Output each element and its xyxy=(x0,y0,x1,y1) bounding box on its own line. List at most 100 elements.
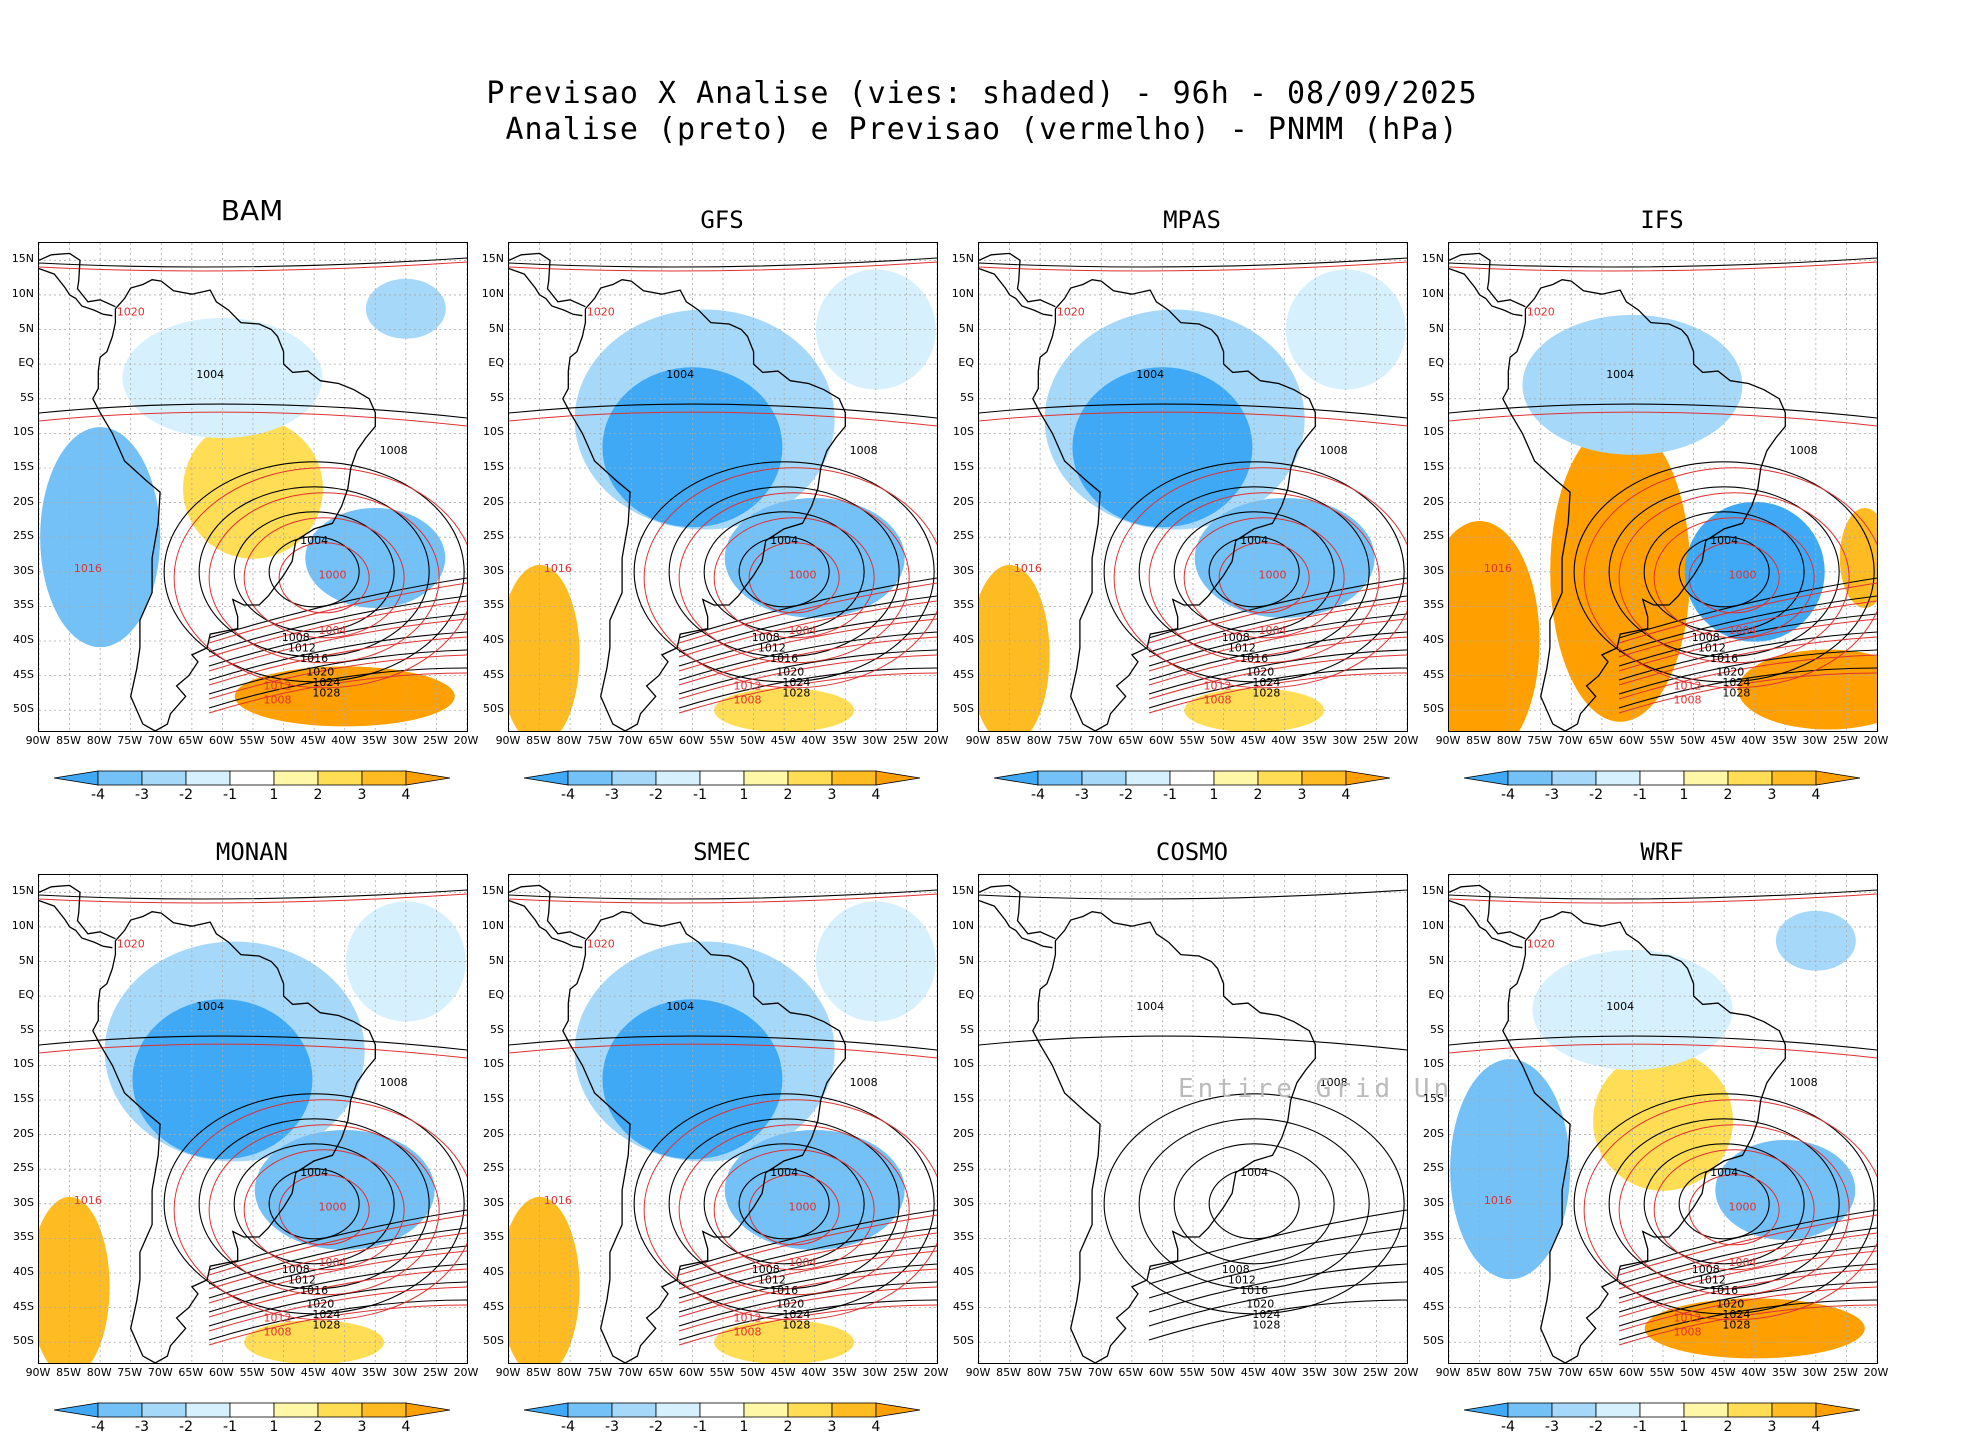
latitude-label: 40S xyxy=(13,1265,34,1278)
analysis-contour-label: 1004 xyxy=(770,1166,798,1179)
colorbar-label: 3 xyxy=(827,787,837,803)
longitude-label: 65W xyxy=(178,1366,204,1379)
analysis-contour-label: 1004 xyxy=(666,368,694,381)
forecast-isobar xyxy=(208,1286,467,1332)
longitude-label: 75W xyxy=(1527,734,1553,747)
latitude-label: 15N xyxy=(951,252,974,266)
forecast-isobar xyxy=(39,261,467,272)
panel-title: BAM xyxy=(220,194,284,227)
forecast-contour-label: 1000 xyxy=(1728,569,1756,582)
analysis-isobar xyxy=(678,667,937,709)
forecast-contour-label: 1020 xyxy=(1057,306,1085,319)
longitude-label: 70W xyxy=(1087,734,1113,747)
central-america-coastline xyxy=(979,267,1053,317)
longitude-label: 35W xyxy=(1301,1366,1327,1379)
latitude-label: 10S xyxy=(953,1057,974,1071)
colorbar-segment xyxy=(1683,1402,1729,1418)
latitude-label: 25S xyxy=(483,529,504,543)
forecast-isobar xyxy=(208,1214,467,1276)
colorbar-label: -3 xyxy=(1545,1419,1559,1435)
latitude-label: 5N xyxy=(958,321,974,335)
central-america-coastline xyxy=(39,884,116,940)
analysis-isobar xyxy=(1449,889,1877,900)
colorbar-segment xyxy=(141,1402,187,1418)
longitude-label: 90W xyxy=(25,734,51,747)
analysis-contour-label: 1008 xyxy=(850,1076,878,1089)
longitude-label: 25W xyxy=(892,734,918,747)
forecast-contour-label: 1016 xyxy=(74,1194,102,1207)
forecast-isobar xyxy=(39,411,467,427)
colorbar-segment xyxy=(831,770,877,786)
longitude-label: 60W xyxy=(1148,734,1174,747)
longitude-label: 90W xyxy=(1435,734,1461,747)
forecast-isobar xyxy=(1148,672,1407,714)
forecast-contour-label: 1004 xyxy=(318,1256,346,1269)
latitude-label: 45S xyxy=(1423,1299,1444,1313)
latitude-label: EQ xyxy=(488,988,504,1002)
analysis-contour-label: 1016 xyxy=(300,652,328,665)
forecast-contour-label: 1012 xyxy=(733,1311,761,1324)
colorbar-segment xyxy=(994,770,1039,786)
colorbar-segment xyxy=(655,770,701,786)
forecast-contour-label: 1012 xyxy=(1673,1311,1701,1324)
analysis-isobar xyxy=(1608,486,1840,658)
latitude-label: 10N xyxy=(481,286,504,300)
latitude-label: 5N xyxy=(488,321,504,335)
latitude-label: 10S xyxy=(13,1057,34,1071)
map-panel-mpas: 1004 1008 1012 1016 1020 1024 1028 1004 1008 1000… xyxy=(978,242,1408,732)
forecast-isobar xyxy=(1618,618,1877,672)
analysis-isobar xyxy=(1148,1281,1407,1327)
analysis-isobar xyxy=(703,1143,865,1265)
latitude-label: 30S xyxy=(1423,1195,1444,1209)
colorbar-label: -3 xyxy=(1075,787,1089,803)
latitude-label: 50S xyxy=(953,1334,974,1348)
south-america-coastline xyxy=(562,279,846,731)
longitude-label: 55W xyxy=(1179,1366,1205,1379)
analysis-contour-label: 1012 xyxy=(758,1273,786,1286)
colorbar-label: 1 xyxy=(739,1419,749,1435)
longitude-label: 40W xyxy=(1271,734,1297,747)
latitude-label: 5S xyxy=(960,1022,974,1036)
latitude-label: 15N xyxy=(1421,252,1444,266)
colorbar-segment xyxy=(524,770,569,786)
longitude-label: 25W xyxy=(892,1366,918,1379)
longitude-label: 40W xyxy=(1741,1366,1767,1379)
longitude-label: 60W xyxy=(208,1366,234,1379)
analysis-contour-label: 1020 xyxy=(1246,1298,1274,1311)
forecast-contour-label: 1000 xyxy=(318,569,346,582)
longitude-label: 30W xyxy=(392,734,418,747)
forecast-isobar xyxy=(678,582,937,644)
latitude-label: 25S xyxy=(953,1161,974,1175)
forecast-isobar xyxy=(678,1286,937,1332)
colorbar xyxy=(1464,1402,1860,1418)
south-america-coastline xyxy=(92,279,376,731)
bias-negative-area xyxy=(602,367,783,528)
colorbar-label: 3 xyxy=(1767,787,1777,803)
latitude-label: 25S xyxy=(13,529,34,543)
analysis-isobar xyxy=(1148,1245,1407,1299)
latitude-label: EQ xyxy=(18,356,34,370)
longitude-label: 40W xyxy=(1741,734,1767,747)
bias-positive-area xyxy=(509,1196,580,1363)
map-panel-wrf: 1004 1008 1012 1016 1020 1024 1028 1004 1008 1000… xyxy=(1448,874,1878,1364)
analysis-contour-label: 1020 xyxy=(1716,1298,1744,1311)
analysis-contour-label: 1020 xyxy=(306,1298,334,1311)
latitude-label: 25S xyxy=(13,1161,34,1175)
forecast-isobar xyxy=(1688,542,1780,614)
analysis-isobar xyxy=(1173,1143,1335,1265)
longitude-label: 20W xyxy=(1863,1366,1889,1379)
forecast-contour-label: 1016 xyxy=(544,562,572,575)
latitude-label: 5N xyxy=(958,953,974,967)
colorbar-label: -2 xyxy=(649,1419,663,1435)
analysis-isobar xyxy=(979,257,1407,268)
analysis-isobar xyxy=(1148,1299,1407,1341)
latitude-label: 50S xyxy=(483,702,504,716)
analysis-isobar xyxy=(1208,1168,1300,1240)
bias-negative-area xyxy=(724,497,905,618)
colorbar-segment xyxy=(1595,1402,1641,1418)
bias-positive-area xyxy=(509,564,580,731)
latitude-label: 20S xyxy=(1423,494,1444,508)
longitude-label: 85W xyxy=(996,1366,1021,1379)
analysis-isobar xyxy=(268,536,360,608)
longitude-label: 85W xyxy=(996,734,1021,747)
